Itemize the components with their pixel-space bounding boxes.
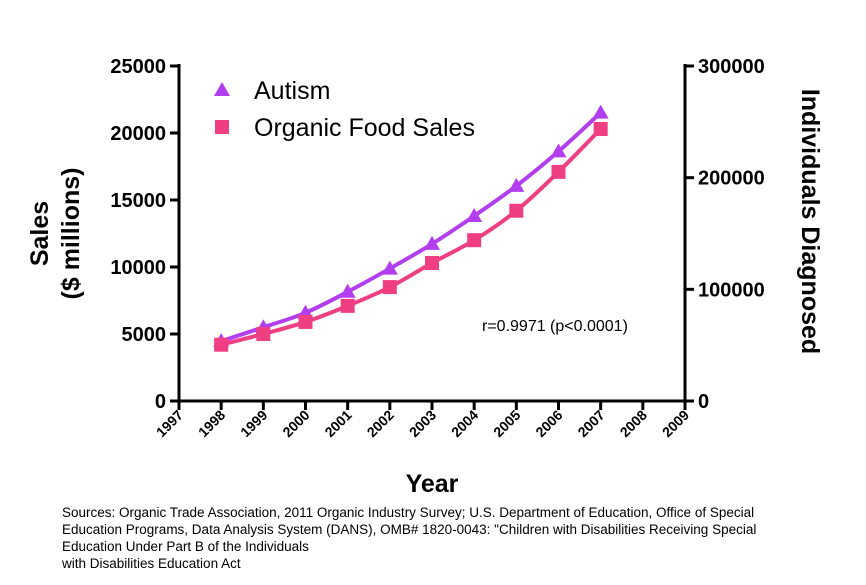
left-tick-label: 10000 (110, 257, 166, 279)
x-tick-label: 2008 (617, 407, 650, 440)
data-point (256, 327, 271, 341)
x-axis-label: Year (406, 470, 459, 498)
sources-note: Sources: Organic Trade Association, 2011… (62, 504, 862, 572)
y-axis-label-line: ($ millions) (57, 168, 85, 300)
data-point (550, 143, 567, 158)
right-tick-label: 0 (698, 391, 709, 413)
x-tick-label: 2009 (659, 407, 692, 440)
x-tick-label: 2007 (574, 407, 607, 440)
sources-line: with Disabilities Education Act (62, 556, 241, 571)
series-markers (213, 104, 609, 352)
chart: 0 5000 10000 15000 20000 25000 0 100000 200000 30… (26, 56, 824, 498)
x-tick-label: 2000 (279, 407, 312, 440)
left-tick-label: 20000 (110, 123, 166, 145)
data-point (214, 337, 229, 352)
sources-line: Education Programs, Data Analysis System… (62, 522, 757, 537)
data-point (551, 164, 566, 179)
legend-label: Organic Food Sales (254, 114, 475, 142)
legend-marker (215, 120, 229, 134)
data-point (382, 280, 397, 295)
legend-label: Autism (254, 77, 330, 105)
data-point (381, 260, 398, 275)
data-point (424, 235, 440, 250)
legend: Autism Organic Food Sales (214, 77, 475, 142)
x-tick-label: 2005 (490, 407, 523, 440)
left-tick-label: 25000 (110, 56, 166, 78)
left-tick-label: 0 (155, 391, 166, 413)
series-lines (220, 111, 603, 347)
data-point (340, 298, 355, 313)
x-tick-label: 2006 (532, 407, 565, 440)
y-axis-label: Sales ($ millions) (26, 168, 85, 300)
right-tick-label: 200000 (698, 168, 765, 190)
x-tick-label: 2001 (321, 407, 354, 440)
data-point (339, 283, 356, 298)
series-line (220, 127, 603, 347)
data-point (509, 203, 524, 218)
series-line (220, 111, 603, 344)
data-point (466, 207, 483, 222)
x-tick-label: 2003 (406, 407, 439, 440)
data-point (467, 233, 482, 248)
data-point (593, 121, 608, 136)
sources-line: Education Under Part B of the Individual… (62, 539, 309, 554)
legend-marker (214, 82, 230, 96)
left-tick-label: 15000 (110, 190, 166, 212)
y-axis-label-line: Sales (26, 201, 54, 266)
data-point (592, 104, 609, 119)
x-tick-label: 1999 (237, 407, 270, 440)
sources-line: Sources: Organic Trade Association, 2011… (62, 505, 755, 520)
right-tick-label: 100000 (698, 279, 765, 301)
right-tick-label: 300000 (698, 56, 765, 78)
left-tick-label: 5000 (122, 324, 167, 346)
x-tick-label: 2002 (364, 407, 397, 440)
x-tick-label: 1998 (195, 407, 228, 440)
correlation-annotation: r=0.9971 (p<0.0001) (482, 318, 628, 335)
data-point (298, 314, 313, 329)
data-point (508, 177, 525, 192)
data-point (425, 255, 439, 270)
x-tick-label: 2004 (448, 407, 481, 440)
y2-axis-label: Individuals Diagnosed (796, 89, 824, 354)
